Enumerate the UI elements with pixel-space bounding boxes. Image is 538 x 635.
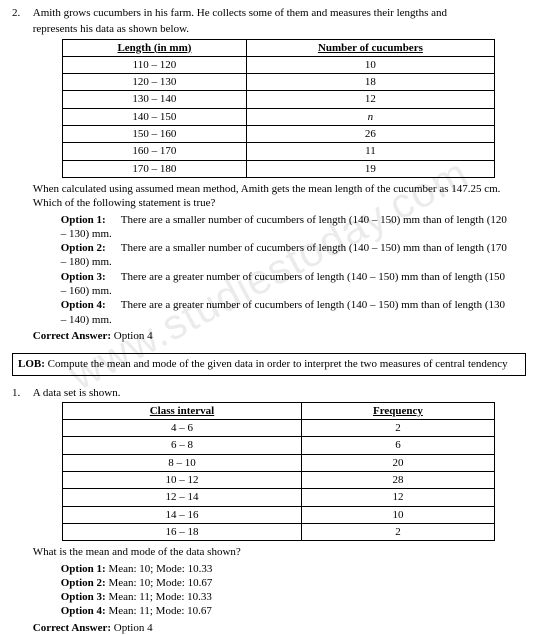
q1-after: What is the mean and mode of the data sh… xyxy=(33,545,525,559)
q1-options: Option 1: Mean: 10; Mode: 10.33Option 2:… xyxy=(61,562,525,619)
table-row: 16 – 182 xyxy=(63,523,495,540)
option-cont: – 130) mm. xyxy=(61,227,525,241)
table-row: 120 – 13018 xyxy=(63,74,495,91)
table-row: 8 – 1020 xyxy=(63,454,495,471)
q2-after1: When calculated using assumed mean metho… xyxy=(33,182,525,196)
option-cont: – 140) mm. xyxy=(61,313,525,327)
q2-table: Length (in mm) Number of cucumbers 110 –… xyxy=(62,39,495,178)
option: Option 3:There are a greater number of c… xyxy=(61,270,525,284)
q1-th-freq: Frequency xyxy=(301,402,495,419)
table-row: 10 – 1228 xyxy=(63,472,495,489)
table-row: 140 – 150n xyxy=(63,108,495,125)
q2-options: Option 1:There are a smaller number of c… xyxy=(61,213,525,327)
q2-th-length: Length (in mm) xyxy=(63,39,246,56)
table-row: 12 – 1412 xyxy=(63,489,495,506)
q1-intro: A data set is shown. xyxy=(33,386,525,400)
lob-label: LOB: xyxy=(18,358,45,370)
option: Option 1: Mean: 10; Mode: 10.33 xyxy=(61,562,525,576)
option: Option 1:There are a smaller number of c… xyxy=(61,213,525,227)
q2-number: 2. xyxy=(12,6,30,20)
question-1: 1. A data set is shown. Class interval F… xyxy=(12,386,526,635)
table-row: 4 – 62 xyxy=(63,420,495,437)
q2-th-count: Number of cucumbers xyxy=(246,39,495,56)
q1-th-interval: Class interval xyxy=(63,402,301,419)
table-row: 150 – 16026 xyxy=(63,126,495,143)
table-row: 6 – 86 xyxy=(63,437,495,454)
table-row: 14 – 1610 xyxy=(63,506,495,523)
table-row: 130 – 14012 xyxy=(63,91,495,108)
table-row: 110 – 12010 xyxy=(63,56,495,73)
option-cont: – 160) mm. xyxy=(61,284,525,298)
q1-table: Class interval Frequency 4 – 626 – 868 –… xyxy=(62,402,495,541)
option: Option 4: Mean: 11; Mode: 10.67 xyxy=(61,604,525,618)
option: Option 3: Mean: 11; Mode: 10.33 xyxy=(61,590,525,604)
lob-box: LOB: Compute the mean and mode of the gi… xyxy=(12,353,526,375)
q1-answer: Correct Answer: Option 4 xyxy=(33,621,525,635)
q2-intro-line1: Amith grows cucumbers in his farm. He co… xyxy=(33,6,525,20)
option: Option 4:There are a greater number of c… xyxy=(61,298,525,312)
q2-after2: Which of the following statement is true… xyxy=(33,196,525,210)
option: Option 2:There are a smaller number of c… xyxy=(61,241,525,255)
option: Option 2: Mean: 10; Mode: 10.67 xyxy=(61,576,525,590)
q2-intro-line2: represents his data as shown below. xyxy=(33,22,525,36)
q2-answer: Correct Answer: Option 4 xyxy=(33,329,525,343)
option-cont: – 180) mm. xyxy=(61,255,525,269)
table-row: 170 – 18019 xyxy=(63,160,495,177)
table-row: 160 – 17011 xyxy=(63,143,495,160)
q1-number: 1. xyxy=(12,386,30,400)
lob-text: Compute the mean and mode of the given d… xyxy=(45,358,508,370)
question-2: 2. Amith grows cucumbers in his farm. He… xyxy=(12,6,526,343)
